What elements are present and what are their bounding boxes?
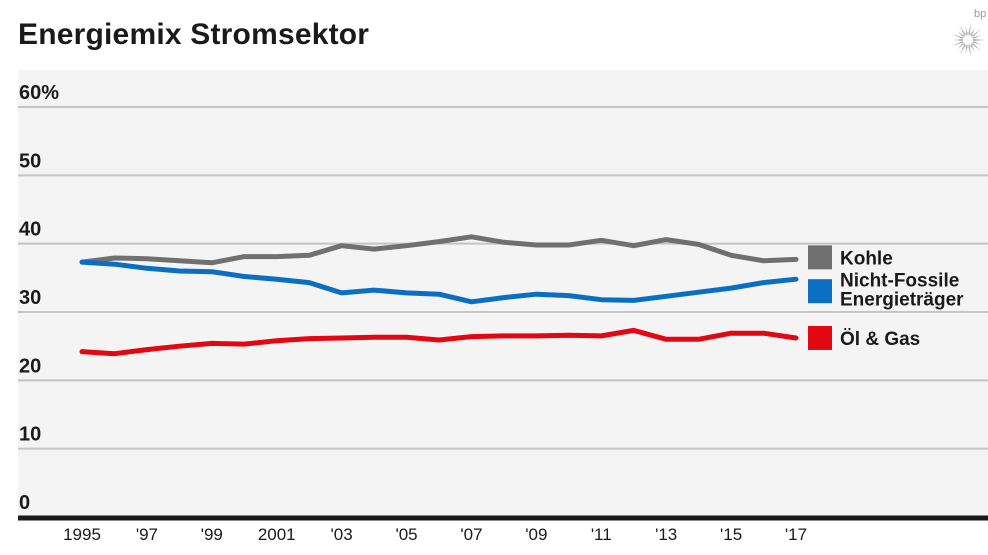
x-tick-label: '09: [525, 525, 547, 544]
y-tick-label: 0: [19, 492, 30, 514]
x-tick-label: 2001: [258, 525, 296, 544]
x-tick-label: '97: [136, 525, 158, 544]
legend-label: Energieträger: [840, 290, 964, 311]
x-tick-label: '11: [591, 525, 612, 544]
legend-swatch: [808, 279, 832, 304]
x-tick-label: '07: [460, 525, 482, 544]
x-tick-label: 1995: [63, 525, 101, 544]
legend-swatch: [808, 245, 832, 270]
series-line-0: [79, 234, 799, 266]
y-tick-label: 20: [19, 355, 41, 377]
x-tick-label: '05: [395, 525, 417, 544]
x-tick-label: '17: [785, 525, 807, 544]
series-line-2: [79, 327, 799, 357]
logo-text: bp: [974, 8, 987, 20]
y-tick-label: 30: [19, 287, 41, 309]
x-tick-label: '99: [201, 525, 223, 544]
x-tick-label: '03: [331, 525, 353, 544]
bp-helios-icon: [952, 23, 985, 57]
legend-label: Öl & Gas: [840, 329, 920, 350]
legend-swatch: [808, 325, 832, 350]
y-tick-label: 60%: [19, 82, 59, 104]
x-tick-label: '15: [720, 525, 742, 544]
y-tick-label: 10: [19, 424, 41, 446]
legend-label: Nicht-Fossile: [840, 271, 959, 292]
y-tick-label: 40: [19, 219, 41, 241]
y-tick-label: 50: [19, 150, 41, 172]
legend-label: Kohle: [840, 248, 893, 269]
chart-title: Energiemix Stromsektor: [18, 18, 370, 51]
series-line-1: [79, 259, 799, 305]
x-tick-label: '13: [655, 525, 677, 544]
